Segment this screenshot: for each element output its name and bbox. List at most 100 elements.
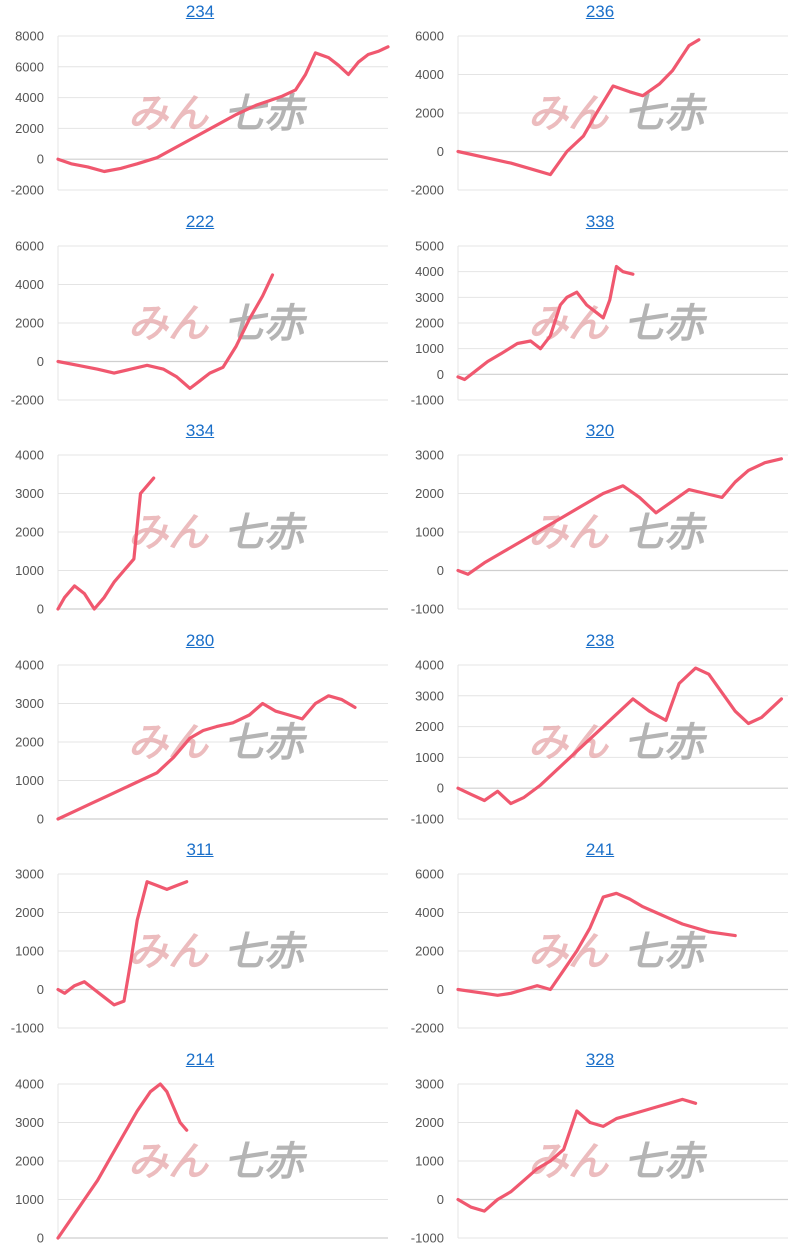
y-tick-label: -1000 xyxy=(411,392,444,407)
chart-svg: 3000 2000 1000 0 -1000 みん 七赤 xyxy=(411,448,788,617)
y-tick-label: 1000 xyxy=(15,1192,44,1207)
chart-title-link[interactable]: 334 xyxy=(185,421,215,440)
y-tick-label: 4000 xyxy=(15,277,44,292)
y-tick-label: -2000 xyxy=(11,392,44,407)
chart-title-link[interactable]: 236 xyxy=(585,2,615,21)
chart-title-link[interactable]: 214 xyxy=(185,1049,215,1069)
chart-panel: 320 3000 2000 1000 0 -1000 みん 七赤 xyxy=(400,419,800,629)
y-tick-label: 2000 xyxy=(15,525,44,540)
watermark-text: みん xyxy=(128,91,210,137)
chart-title: 311 xyxy=(0,840,400,860)
chart-svg: 8000 6000 4000 2000 0 -2000 みん 七赤 xyxy=(11,29,390,198)
series-line xyxy=(456,38,701,177)
y-tick-label: 4000 xyxy=(415,67,444,82)
chart-title: 214 xyxy=(0,1050,400,1070)
y-tick-label: 3000 xyxy=(415,1076,444,1091)
watermark: みん 七赤 xyxy=(128,929,308,975)
chart-svg: 6000 4000 2000 0 -2000 みん 七赤 xyxy=(411,29,788,198)
series-line xyxy=(56,880,189,1007)
y-tick-label: 2000 xyxy=(415,719,444,734)
watermark-text: みん xyxy=(128,1139,210,1185)
y-tick-label: 0 xyxy=(37,602,44,617)
chart-title: 238 xyxy=(400,631,800,651)
chart-title-link[interactable]: 234 xyxy=(185,2,215,21)
watermark: みん 七赤 xyxy=(528,929,708,975)
y-tick-label: 6000 xyxy=(415,867,444,882)
chart-title: 222 xyxy=(0,212,400,232)
y-tick-label: 1000 xyxy=(415,1153,444,1168)
y-tick-label: 3000 xyxy=(15,867,44,882)
watermark-text: 七赤 xyxy=(224,720,308,766)
watermark: みん 七赤 xyxy=(128,91,308,137)
chart-panel: 214 4000 3000 2000 1000 0 みん 七赤 xyxy=(0,1048,400,1258)
y-tick-label: 1000 xyxy=(415,749,444,764)
y-tick-label: 1000 xyxy=(15,773,44,788)
chart-title-link[interactable]: 320 xyxy=(585,421,615,440)
watermark-text: みん xyxy=(128,929,210,975)
watermark: みん 七赤 xyxy=(528,91,708,137)
y-tick-label: -1000 xyxy=(411,811,444,826)
chart-panel: 238 4000 3000 2000 1000 0 -1000 みん 七赤 xyxy=(400,629,800,839)
y-tick-label: -2000 xyxy=(11,183,44,198)
y-tick-label: 0 xyxy=(437,982,444,997)
chart-svg: 5000 4000 3000 2000 1000 0 -1000 みん 七赤 xyxy=(411,238,788,407)
series-line xyxy=(456,891,737,997)
watermark-text: みん xyxy=(128,301,210,347)
y-tick-label: 0 xyxy=(37,354,44,369)
y-tick-label: 2000 xyxy=(15,1153,44,1168)
chart-title: 320 xyxy=(400,421,800,441)
y-tick-label: -2000 xyxy=(411,183,444,198)
watermark: みん 七赤 xyxy=(128,510,308,556)
y-tick-label: 3000 xyxy=(415,688,444,703)
y-tick-label: 0 xyxy=(37,1230,44,1245)
y-tick-label: 2000 xyxy=(15,315,44,330)
y-tick-label: 0 xyxy=(437,1192,444,1207)
chart-title-link[interactable]: 280 xyxy=(185,630,215,650)
y-tick-label: -1000 xyxy=(411,602,444,617)
watermark-text: 七赤 xyxy=(624,1139,708,1185)
y-tick-label: 2000 xyxy=(15,121,44,136)
watermark: みん 七赤 xyxy=(528,301,708,347)
chart-title-link[interactable]: 238 xyxy=(585,630,615,650)
y-tick-label: 2000 xyxy=(15,905,44,920)
y-tick-label: 3000 xyxy=(15,1115,44,1130)
y-tick-label: -1000 xyxy=(11,1021,44,1036)
chart-title-link[interactable]: 311 xyxy=(186,840,214,859)
chart-panel: 280 4000 3000 2000 1000 0 みん 七赤 xyxy=(0,629,400,839)
chart-svg: 3000 2000 1000 0 -1000 みん 七赤 xyxy=(411,1076,788,1245)
y-tick-label: 3000 xyxy=(15,696,44,711)
chart-title: 328 xyxy=(400,1050,800,1070)
y-tick-label: 4000 xyxy=(15,1076,44,1091)
chart-title-link[interactable]: 222 xyxy=(185,211,215,231)
chart-svg: 4000 3000 2000 1000 0 みん 七赤 xyxy=(15,448,388,617)
watermark-text: みん xyxy=(128,720,210,766)
watermark: みん 七赤 xyxy=(528,1139,708,1185)
chart-svg: 3000 2000 1000 0 -1000 みん 七赤 xyxy=(11,867,388,1036)
y-tick-label: 4000 xyxy=(15,448,44,463)
chart-title-link[interactable]: 328 xyxy=(585,1049,615,1069)
y-tick-label: 1000 xyxy=(15,563,44,578)
y-tick-label: -1000 xyxy=(411,1230,444,1245)
y-tick-label: 0 xyxy=(37,152,44,167)
y-tick-label: 2000 xyxy=(415,315,444,330)
y-tick-label: 4000 xyxy=(415,657,444,672)
watermark-text: みん xyxy=(528,510,610,556)
y-tick-label: 2000 xyxy=(415,944,444,959)
y-tick-label: 0 xyxy=(37,811,44,826)
watermark-text: 七赤 xyxy=(224,301,308,347)
y-tick-label: 1000 xyxy=(415,525,444,540)
chart-panel: 311 3000 2000 1000 0 -1000 みん 七赤 xyxy=(0,838,400,1048)
series-line xyxy=(56,272,275,390)
chart-panel: 222 6000 4000 2000 0 -2000 みん 七赤 xyxy=(0,210,400,420)
series-line xyxy=(456,665,783,805)
y-tick-label: 0 xyxy=(437,563,444,578)
series-line xyxy=(56,1081,189,1240)
series-line xyxy=(456,1097,698,1213)
chart-title-link[interactable]: 338 xyxy=(585,211,615,231)
y-tick-label: 0 xyxy=(437,144,444,159)
y-tick-label: 4000 xyxy=(15,90,44,105)
chart-panel: 338 5000 4000 3000 2000 1000 0 -1000 みん 七赤 xyxy=(400,210,800,420)
chart-title-link[interactable]: 241 xyxy=(585,840,615,859)
chart-svg: 4000 3000 2000 1000 0 -1000 みん 七赤 xyxy=(411,657,788,826)
chart-title: 334 xyxy=(0,421,400,441)
